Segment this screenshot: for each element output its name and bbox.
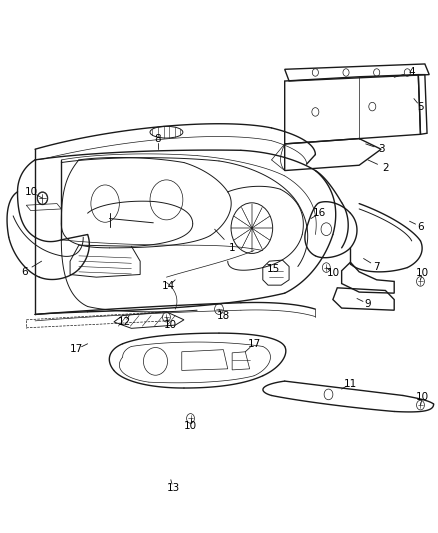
Text: 10: 10 — [416, 268, 429, 278]
Text: 1: 1 — [229, 243, 236, 253]
Text: 17: 17 — [247, 339, 261, 349]
Text: 15: 15 — [267, 264, 280, 274]
Text: 4: 4 — [408, 67, 415, 77]
Text: 7: 7 — [373, 262, 380, 271]
Text: 14: 14 — [162, 281, 175, 291]
Text: 6: 6 — [417, 222, 424, 231]
Text: 9: 9 — [364, 299, 371, 309]
Text: 13: 13 — [166, 483, 180, 492]
Text: 10: 10 — [184, 422, 197, 431]
Text: 8: 8 — [154, 134, 161, 143]
Text: 10: 10 — [25, 187, 38, 197]
Text: 17: 17 — [70, 344, 83, 354]
Text: 6: 6 — [21, 267, 28, 277]
Text: 3: 3 — [378, 144, 385, 154]
Text: 10: 10 — [164, 320, 177, 330]
Text: 10: 10 — [326, 268, 339, 278]
Text: 18: 18 — [217, 311, 230, 320]
Text: 12: 12 — [118, 318, 131, 327]
Text: 16: 16 — [313, 208, 326, 218]
Text: 2: 2 — [382, 163, 389, 173]
Text: 11: 11 — [344, 379, 357, 389]
Text: 10: 10 — [416, 392, 429, 402]
Text: 5: 5 — [417, 102, 424, 111]
